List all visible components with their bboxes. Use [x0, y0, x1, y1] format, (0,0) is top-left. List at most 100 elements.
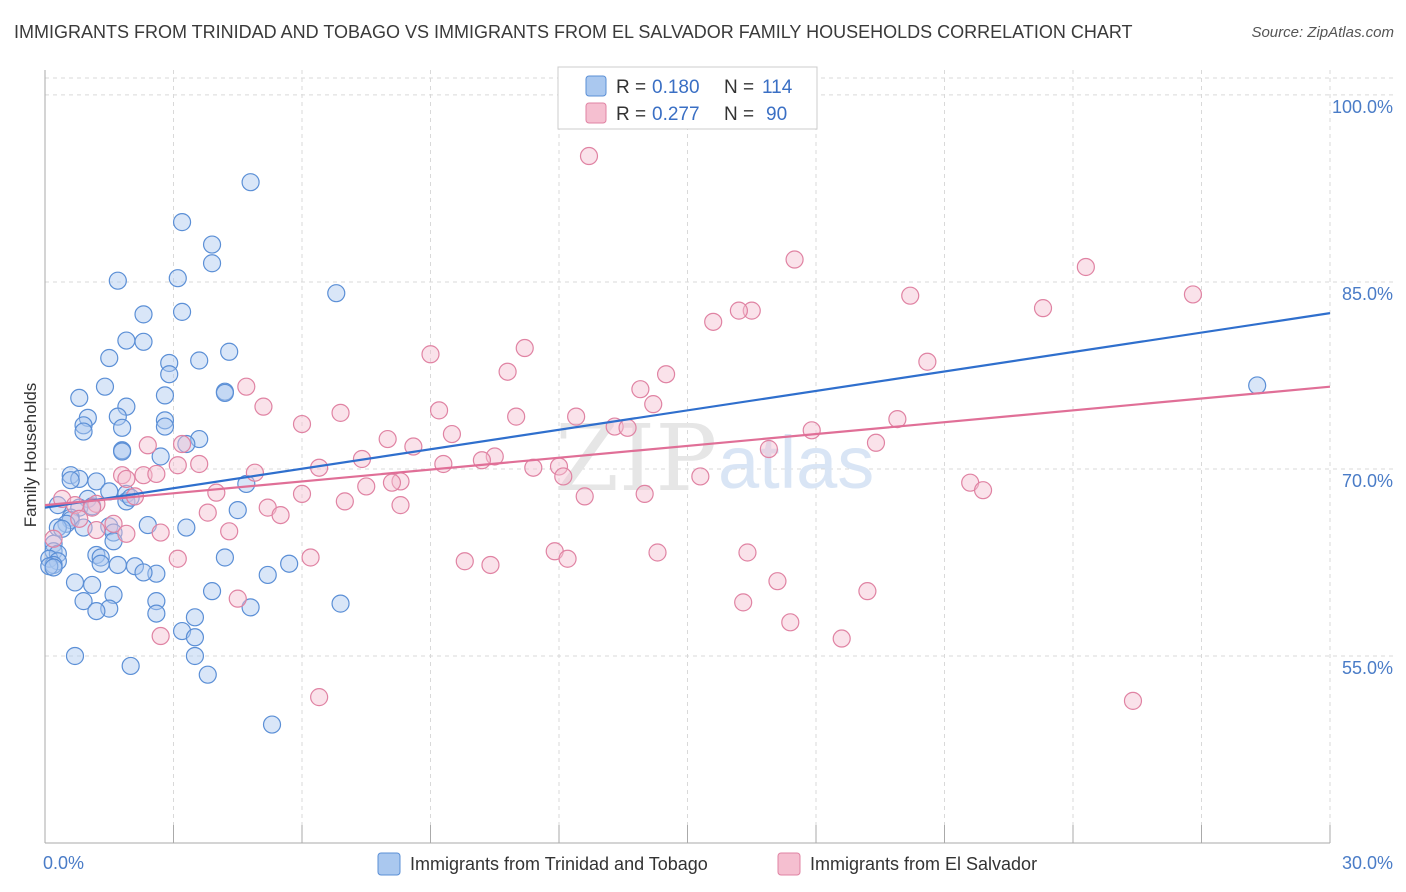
- point-trinidad-19: [155, 386, 175, 405]
- point-elsalvador-13: [656, 365, 676, 384]
- point-elsalvador-30: [172, 434, 192, 454]
- point-elsalvador-2: [1076, 257, 1095, 277]
- point-trinidad-66: [215, 548, 234, 567]
- point-trinidad-55: [177, 518, 196, 537]
- point-elsalvador-83: [738, 543, 757, 562]
- axes: [44, 70, 1331, 844]
- point-elsalvador-48: [691, 467, 710, 486]
- point-trinidad-17: [70, 388, 89, 408]
- point-elsalvador-19: [331, 403, 350, 422]
- point-trinidad-82: [147, 592, 166, 611]
- point-trinidad-59: [44, 534, 63, 553]
- point-elsalvador-16: [254, 397, 273, 416]
- point-trinidad-12: [100, 348, 119, 368]
- point-elsalvador-12: [498, 362, 517, 381]
- point-trinidad-75: [258, 565, 277, 585]
- point-trinidad-30: [177, 434, 196, 454]
- point-trinidad-84: [241, 598, 260, 617]
- y-tick-label-1: 70.0%: [1342, 471, 1393, 491]
- point-elsalvador-10: [421, 345, 440, 364]
- point-elsalvador-69: [70, 509, 89, 528]
- point-trinidad-14: [190, 351, 209, 370]
- bottom-legend-label-2: Immigrants from El Salvador: [810, 854, 1037, 874]
- point-elsalvador-68: [271, 505, 290, 525]
- point-elsalvador-70: [104, 514, 123, 533]
- point-elsalvador-38: [168, 456, 187, 475]
- watermark-atlas: atlas: [718, 421, 874, 504]
- point-elsalvador-37: [190, 454, 209, 474]
- y-tick-label-3: 100.0%: [1332, 97, 1393, 117]
- point-elsalvador-11: [918, 352, 937, 371]
- y-tick-labels: 55.0% 70.0% 85.0% 100.0%: [1332, 97, 1393, 678]
- point-trinidad-32: [112, 442, 132, 461]
- point-elsalvador-1: [785, 250, 804, 269]
- y-tick-label-0: 55.0%: [1342, 658, 1393, 678]
- point-elsalvador-33: [759, 439, 778, 459]
- point-elsalvador-57: [973, 481, 993, 500]
- point-trinidad-81: [74, 592, 93, 611]
- watermark: ZIP atlas: [555, 405, 874, 512]
- point-elsalvador-0: [579, 146, 599, 166]
- legend-top: R = 0.180 N = 114 R = 0.277 N = 90: [557, 66, 818, 130]
- point-elsalvador-86: [858, 582, 877, 601]
- point-trinidad-73: [280, 554, 299, 573]
- point-elsalvador-17: [429, 401, 449, 420]
- point-elsalvador-87: [228, 589, 247, 608]
- point-elsalvador-73: [151, 523, 170, 542]
- y-axis-label: Family Households: [21, 383, 40, 528]
- grid-lines: [45, 70, 1393, 843]
- point-trinidad-90: [185, 628, 205, 647]
- point-trinidad-93: [121, 656, 140, 676]
- point-elsalvador-14: [237, 377, 256, 396]
- point-elsalvador-74: [117, 524, 136, 543]
- point-elsalvador-79: [301, 548, 320, 567]
- point-trinidad-79: [202, 582, 222, 601]
- legend-r-value-2: 0.277: [652, 104, 700, 125]
- point-trinidad-9: [117, 331, 136, 350]
- legend-swatch-pink: [585, 102, 607, 124]
- point-trinidad-16: [95, 377, 115, 396]
- point-trinidad-25: [74, 416, 93, 435]
- point-elsalvador-31: [138, 436, 157, 455]
- point-trinidad-33: [151, 447, 170, 466]
- point-elsalvador-89: [832, 629, 851, 648]
- x-tick-label-0: 0.0%: [43, 853, 84, 873]
- point-trinidad-37: [61, 471, 80, 490]
- point-trinidad-76: [134, 563, 153, 582]
- point-trinidad-0: [241, 173, 260, 192]
- point-elsalvador-56: [635, 484, 654, 504]
- point-elsalvador-63: [391, 496, 410, 515]
- point-trinidad-74: [147, 564, 166, 583]
- point-elsalvador-77: [648, 543, 667, 562]
- point-elsalvador-4: [901, 286, 920, 305]
- point-trinidad-7: [134, 305, 153, 324]
- point-trinidad-8: [172, 302, 192, 321]
- legend-r-value-1: 0.180: [652, 77, 700, 98]
- point-elsalvador-28: [378, 429, 397, 449]
- legend-swatch-blue: [585, 75, 607, 97]
- legend-r-label-2: R =: [616, 104, 646, 125]
- point-trinidad-6: [327, 284, 346, 303]
- point-elsalvador-85: [768, 572, 787, 591]
- series-trinidad-points: [40, 173, 1267, 734]
- point-elsalvador-92: [1123, 691, 1143, 710]
- x-tick-label-1: 30.0%: [1342, 853, 1393, 873]
- point-elsalvador-44: [245, 463, 264, 482]
- point-trinidad-21: [215, 383, 234, 403]
- legend-r-label-1: R =: [616, 77, 646, 98]
- chart-source: Source: ZipAtlas.com: [1251, 24, 1394, 41]
- point-trinidad-87: [147, 604, 166, 623]
- y-tick-label-2: 85.0%: [1342, 284, 1393, 304]
- point-elsalvador-80: [455, 552, 474, 571]
- point-trinidad-68: [108, 555, 127, 575]
- point-elsalvador-18: [644, 395, 663, 414]
- point-elsalvador-23: [292, 414, 312, 434]
- point-elsalvador-75: [44, 529, 63, 548]
- legend-n-label-1: N =: [724, 77, 754, 98]
- point-elsalvador-47: [554, 467, 573, 486]
- point-elsalvador-27: [442, 424, 462, 444]
- point-elsalvador-51: [357, 477, 376, 496]
- point-elsalvador-3: [1183, 285, 1203, 304]
- point-elsalvador-54: [207, 483, 226, 502]
- point-elsalvador-6: [1033, 299, 1053, 318]
